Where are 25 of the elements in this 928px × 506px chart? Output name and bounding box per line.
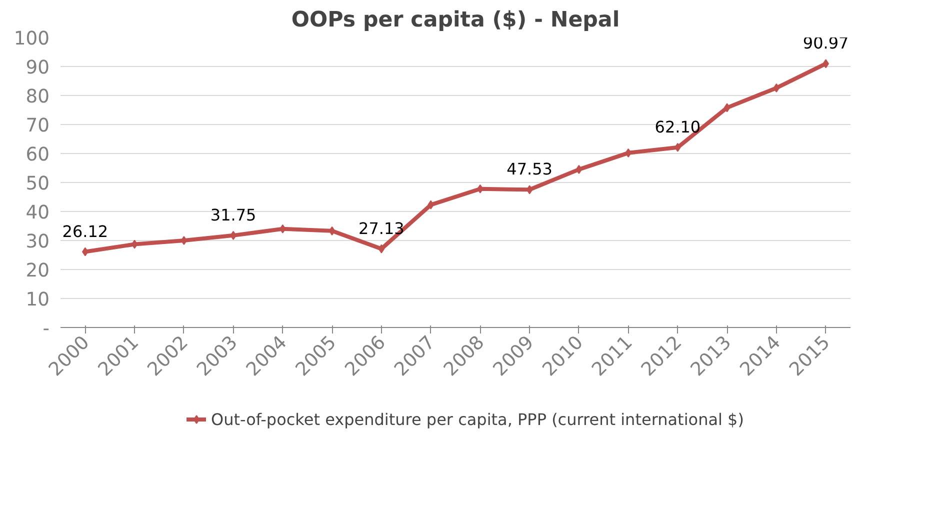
data-label: 27.13 xyxy=(358,218,404,238)
data-label: 26.12 xyxy=(62,222,108,241)
point xyxy=(131,240,138,249)
y-tick-label: 30 xyxy=(26,232,50,252)
y-tick-label: 100 xyxy=(14,28,50,50)
y-tick-label: 90 xyxy=(26,58,50,78)
y-tick-label: 60 xyxy=(26,144,50,166)
point xyxy=(724,103,730,112)
point xyxy=(773,83,780,92)
y-tick-label: 10 xyxy=(26,290,50,310)
point xyxy=(180,236,188,245)
y-tick-label: - xyxy=(42,318,50,340)
data-label: 31.75 xyxy=(210,205,256,224)
point xyxy=(328,226,336,236)
y-tick-label: 80 xyxy=(26,86,50,108)
chart-title: OOPs per capita ($) - Nepal xyxy=(291,8,620,32)
y-tick-label: 20 xyxy=(26,260,50,282)
data-label: 47.53 xyxy=(506,160,552,179)
y-tick-label: 70 xyxy=(26,116,50,136)
point xyxy=(576,164,582,174)
point xyxy=(378,244,385,254)
y-tick-label: 50 xyxy=(26,174,50,194)
data-label: 62.10 xyxy=(654,117,701,136)
y-tick-label: 40 xyxy=(26,202,50,224)
legend-label: Out-of-pocket expenditure per capita, PPP (current international $) xyxy=(211,410,744,428)
